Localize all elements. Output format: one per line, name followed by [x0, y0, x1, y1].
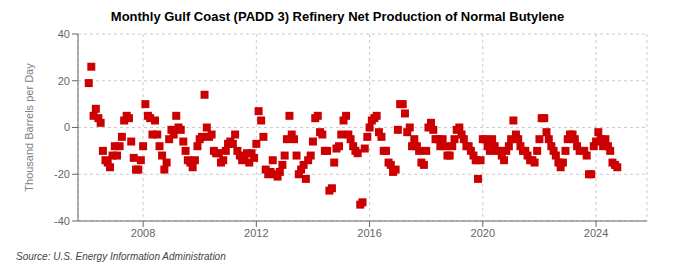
svg-text:Thousand Barrels per Day: Thousand Barrels per Day	[23, 63, 35, 192]
svg-text:2016: 2016	[357, 227, 381, 239]
svg-text:2020: 2020	[471, 227, 495, 239]
svg-text:20: 20	[58, 75, 70, 87]
svg-text:2008: 2008	[131, 227, 155, 239]
svg-text:40: 40	[58, 28, 70, 40]
svg-text:2012: 2012	[244, 227, 268, 239]
html-text:Monthly Gulf Coast (PADD 3) Re: Monthly Gulf Coast (PADD 3) Refinery Net…	[110, 9, 565, 24]
svg-text:-40: -40	[54, 215, 70, 227]
html-text:Source: U.S. Energy Informatio: Source: U.S. Energy Information Administ…	[16, 251, 226, 262]
svg-text:0: 0	[64, 121, 70, 133]
svg-text:-20: -20	[54, 168, 70, 180]
svg-text:2024: 2024	[584, 227, 608, 239]
